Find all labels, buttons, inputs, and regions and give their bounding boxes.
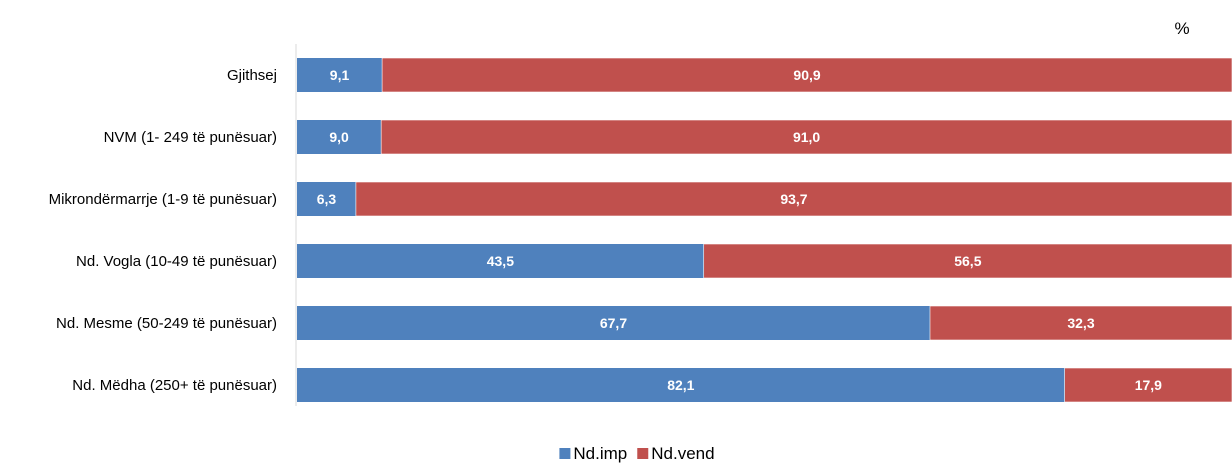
legend-label: Nd.vend	[651, 444, 714, 463]
bar-segment-nd-imp	[297, 182, 356, 216]
data-label: 6,3	[317, 191, 337, 207]
bar-segment-nd-imp	[297, 306, 930, 340]
category-label: Gjithsej	[227, 67, 277, 84]
data-label: 67,7	[600, 315, 627, 331]
category-label: NVM (1- 249 të punësuar)	[104, 129, 277, 146]
bar-segment-nd-vend	[355, 181, 1232, 217]
bar-segment-nd-vend	[381, 57, 1232, 93]
legend-swatch-nd-imp	[559, 448, 571, 459]
legend-label: Nd.imp	[573, 444, 627, 463]
legend: Nd.imp Nd.vend	[559, 444, 715, 463]
category-label: Nd. Mëdha (250+ të punësuar)	[72, 377, 277, 394]
bar-segment-nd-imp	[297, 368, 1065, 402]
category-labels: Gjithsej NVM (1- 249 të punësuar) Mikrondë…	[49, 67, 277, 394]
data-label: 82,1	[667, 377, 694, 393]
data-label: 56,5	[954, 253, 981, 269]
bar-segment-nd-imp	[297, 120, 382, 154]
data-label: 17,9	[1135, 377, 1162, 393]
legend-swatch-nd-vend	[637, 448, 649, 459]
bar-segment-nd-vend	[929, 305, 1232, 341]
bar-segment-nd-vend	[380, 119, 1232, 155]
category-label: Nd. Mesme (50-249 të punësuar)	[56, 315, 277, 332]
bar-segment-nd-vend	[703, 243, 1232, 279]
category-label: Nd. Vogla (10-49 të punësuar)	[76, 253, 277, 270]
bar-segment-nd-vend	[1064, 367, 1232, 403]
bars-group: 9,1 90,9 9,0 91,0 6,3 93,7 43,5 56,5 67,7 32,3 82,…	[297, 57, 1232, 403]
data-label: 43,5	[487, 253, 514, 269]
bar-segment-nd-imp	[297, 58, 383, 92]
bar-segment-nd-imp	[297, 244, 704, 278]
data-label: 9,1	[330, 67, 350, 83]
data-label: 91,0	[793, 129, 820, 145]
data-label: 32,3	[1067, 315, 1094, 331]
data-label: 9,0	[329, 129, 349, 145]
category-label: Mikrondërmarrje (1-9 të punësuar)	[49, 191, 277, 208]
data-label: 93,7	[780, 191, 807, 207]
data-label: 90,9	[793, 67, 820, 83]
unit-label: %	[1174, 19, 1189, 38]
